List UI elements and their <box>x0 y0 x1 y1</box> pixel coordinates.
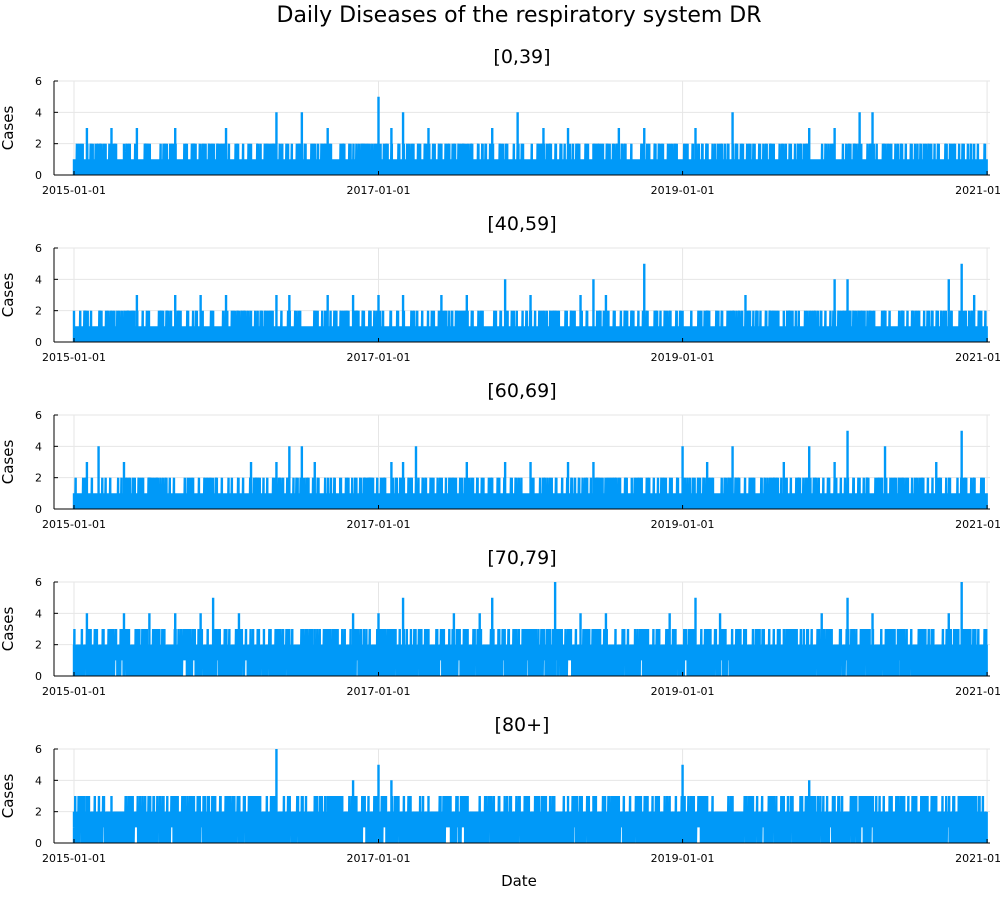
y-tick-label: 0 <box>35 837 42 850</box>
y-tick-label: 0 <box>35 670 42 683</box>
y-tick-label: 4 <box>35 607 42 620</box>
x-tick-label: 2015-01-01 <box>42 685 106 698</box>
y-axis-label: Cases <box>0 440 17 485</box>
x-tick-label: 2019-01-01 <box>651 184 715 197</box>
x-tick-label: 2015-01-01 <box>42 351 106 364</box>
series-line <box>72 96 988 176</box>
y-tick-label: 4 <box>35 774 42 787</box>
series-line <box>72 749 988 844</box>
panel-title: [0,39] <box>493 46 550 68</box>
x-tick-label: 2021-01-01 <box>955 184 1000 197</box>
y-tick-label: 2 <box>35 806 42 819</box>
x-tick-label: 2017-01-01 <box>347 685 411 698</box>
x-tick-label: 2021-01-01 <box>955 685 1000 698</box>
y-tick-label: 4 <box>35 273 42 286</box>
y-tick-label: 2 <box>35 472 42 485</box>
y-axis-label: Cases <box>0 273 17 318</box>
y-tick-label: 4 <box>35 106 42 119</box>
y-tick-label: 0 <box>35 336 42 349</box>
y-tick-label: 6 <box>35 743 42 756</box>
x-tick-label: 2019-01-01 <box>651 351 715 364</box>
panel-2: 0 2 4 6 2015-01-01 2017-01-01 2019-01-01 2021-0… <box>0 213 1000 364</box>
y-tick-label: 2 <box>35 305 42 318</box>
y-tick-label: 6 <box>35 75 42 88</box>
panel-title: [70,79] <box>487 547 556 569</box>
y-tick-label: 2 <box>35 639 42 652</box>
y-tick-label: 6 <box>35 576 42 589</box>
x-tick-label: 2017-01-01 <box>347 852 411 865</box>
panel-1: 0 2 4 6 2015-01-01 2017-01-01 2019-01-01 2021-0… <box>0 46 1000 197</box>
x-tick-label: 2017-01-01 <box>347 351 411 364</box>
series-line <box>72 582 988 677</box>
x-axis-label: Date <box>501 872 537 890</box>
series-line <box>72 430 988 510</box>
y-tick-label: 6 <box>35 409 42 422</box>
series-line <box>72 263 988 343</box>
x-tick-label: 2019-01-01 <box>651 518 715 531</box>
x-tick-label: 2021-01-01 <box>955 351 1000 364</box>
y-axis-label: Cases <box>0 607 17 652</box>
y-tick-label: 2 <box>35 138 42 151</box>
chart-title: Daily Diseases of the respiratory system… <box>277 3 762 28</box>
x-tick-label: 2015-01-01 <box>42 184 106 197</box>
panel-title: [60,69] <box>487 380 556 402</box>
x-tick-label: 2015-01-01 <box>42 518 106 531</box>
y-tick-label: 4 <box>35 440 42 453</box>
y-tick-label: 6 <box>35 242 42 255</box>
panel-5: 0 2 4 6 2015-01-01 2017-01-01 2019-01-01 2021-0… <box>0 714 1000 865</box>
y-axis-label: Cases <box>0 106 17 151</box>
y-tick-label: 0 <box>35 169 42 182</box>
x-tick-label: 2019-01-01 <box>651 685 715 698</box>
y-tick-label: 0 <box>35 503 42 516</box>
x-tick-label: 2021-01-01 <box>955 852 1000 865</box>
panel-title: [80+] <box>495 714 550 736</box>
panel-title: [40,59] <box>487 213 556 235</box>
x-tick-label: 2017-01-01 <box>347 184 411 197</box>
x-tick-label: 2017-01-01 <box>347 518 411 531</box>
panel-4: 0 2 4 6 2015-01-01 2017-01-01 2019-01-01 2021-0… <box>0 547 1000 698</box>
y-axis-label: Cases <box>0 774 17 819</box>
x-tick-label: 2019-01-01 <box>651 852 715 865</box>
panel-3: 0 2 4 6 2015-01-01 2017-01-01 2019-01-01 2021-0… <box>0 380 1000 531</box>
x-tick-label: 2015-01-01 <box>42 852 106 865</box>
x-tick-label: 2021-01-01 <box>955 518 1000 531</box>
